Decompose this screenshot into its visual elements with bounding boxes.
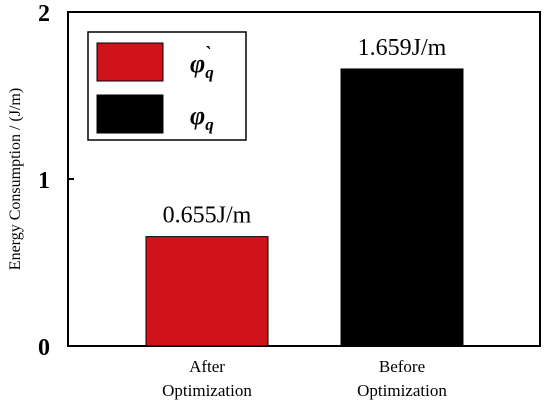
legend-symbol-before: φ: [190, 101, 205, 130]
legend: φq ` φq: [87, 31, 247, 141]
bar-before-optimization: [340, 68, 464, 347]
x-tick-label-before-line1: Before: [379, 357, 425, 376]
y-tick-label-2: 2: [38, 1, 50, 27]
legend-accent-after: `: [204, 43, 211, 65]
legend-swatch-after: [96, 42, 164, 82]
x-tick-label-after-line1: After: [189, 357, 225, 376]
legend-symbol-after: φ: [190, 49, 205, 78]
y-tick-label-0: 0: [38, 335, 50, 361]
legend-swatch-before: [96, 94, 164, 134]
data-label-after: 0.655J/m: [163, 203, 252, 229]
legend-label-before: φq: [190, 101, 214, 134]
legend-sub-before: q: [205, 115, 214, 134]
data-label-before: 1.659J/m: [358, 35, 447, 61]
x-tick-label-before-line2: Optimization: [357, 381, 447, 400]
legend-label-after: φq: [190, 49, 214, 82]
x-tick-label-after-line2: Optimization: [162, 381, 252, 400]
y-tick-label-1: 1: [38, 168, 50, 194]
bar-after-optimization: [145, 236, 269, 347]
y-axis-title: Energy Consumption / (J/m): [7, 88, 24, 270]
legend-sub-after: q: [205, 63, 214, 82]
